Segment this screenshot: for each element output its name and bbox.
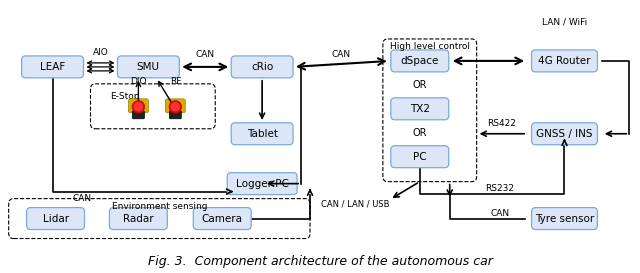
FancyBboxPatch shape [165, 99, 186, 113]
Text: Tablet: Tablet [246, 129, 278, 139]
FancyBboxPatch shape [532, 207, 597, 230]
FancyBboxPatch shape [532, 123, 597, 145]
FancyBboxPatch shape [129, 99, 148, 113]
Text: Logger PC: Logger PC [236, 179, 289, 189]
FancyBboxPatch shape [118, 56, 179, 78]
Circle shape [172, 103, 179, 111]
Text: dSpace: dSpace [401, 56, 439, 66]
Text: CAN: CAN [73, 194, 92, 203]
Text: LEAF: LEAF [40, 62, 65, 72]
Text: E-Stop: E-Stop [111, 92, 140, 101]
Text: AIO: AIO [93, 48, 108, 57]
Text: SMU: SMU [137, 62, 160, 72]
Text: TX2: TX2 [410, 104, 430, 114]
FancyBboxPatch shape [193, 207, 251, 230]
Text: CAN: CAN [196, 51, 215, 60]
FancyBboxPatch shape [391, 146, 449, 168]
FancyBboxPatch shape [132, 111, 145, 119]
Circle shape [170, 101, 181, 113]
Text: CAN: CAN [490, 209, 509, 218]
FancyBboxPatch shape [22, 56, 83, 78]
Text: 4G Router: 4G Router [538, 56, 591, 66]
Circle shape [132, 101, 145, 113]
FancyBboxPatch shape [227, 173, 297, 195]
Text: GNSS / INS: GNSS / INS [536, 129, 593, 139]
Text: Fig. 3.  Component architecture of the autonomous car: Fig. 3. Component architecture of the au… [148, 256, 492, 268]
FancyBboxPatch shape [231, 56, 293, 78]
FancyBboxPatch shape [532, 50, 597, 72]
FancyBboxPatch shape [109, 207, 167, 230]
Text: Lidar: Lidar [42, 213, 68, 224]
FancyBboxPatch shape [27, 207, 84, 230]
Text: cRio: cRio [251, 62, 273, 72]
Text: CAN / LAN / USB: CAN / LAN / USB [321, 199, 389, 208]
Text: RS422: RS422 [488, 119, 516, 128]
Text: Tyre sensor: Tyre sensor [535, 213, 594, 224]
FancyBboxPatch shape [391, 98, 449, 120]
Text: DIO: DIO [130, 77, 147, 86]
Text: Radar: Radar [123, 213, 154, 224]
Text: RS232: RS232 [485, 184, 514, 193]
Text: CAN: CAN [332, 51, 351, 60]
Text: LAN / WiFi: LAN / WiFi [542, 18, 587, 27]
Text: OR: OR [413, 80, 427, 90]
Text: PC: PC [413, 152, 427, 162]
FancyBboxPatch shape [391, 50, 449, 72]
Text: High level control: High level control [390, 42, 470, 51]
Circle shape [134, 103, 142, 111]
FancyBboxPatch shape [170, 111, 181, 119]
Text: RF: RF [170, 77, 181, 86]
FancyBboxPatch shape [231, 123, 293, 145]
Text: Camera: Camera [202, 213, 243, 224]
Text: OR: OR [413, 128, 427, 138]
Text: Environment sensing: Environment sensing [111, 201, 207, 210]
